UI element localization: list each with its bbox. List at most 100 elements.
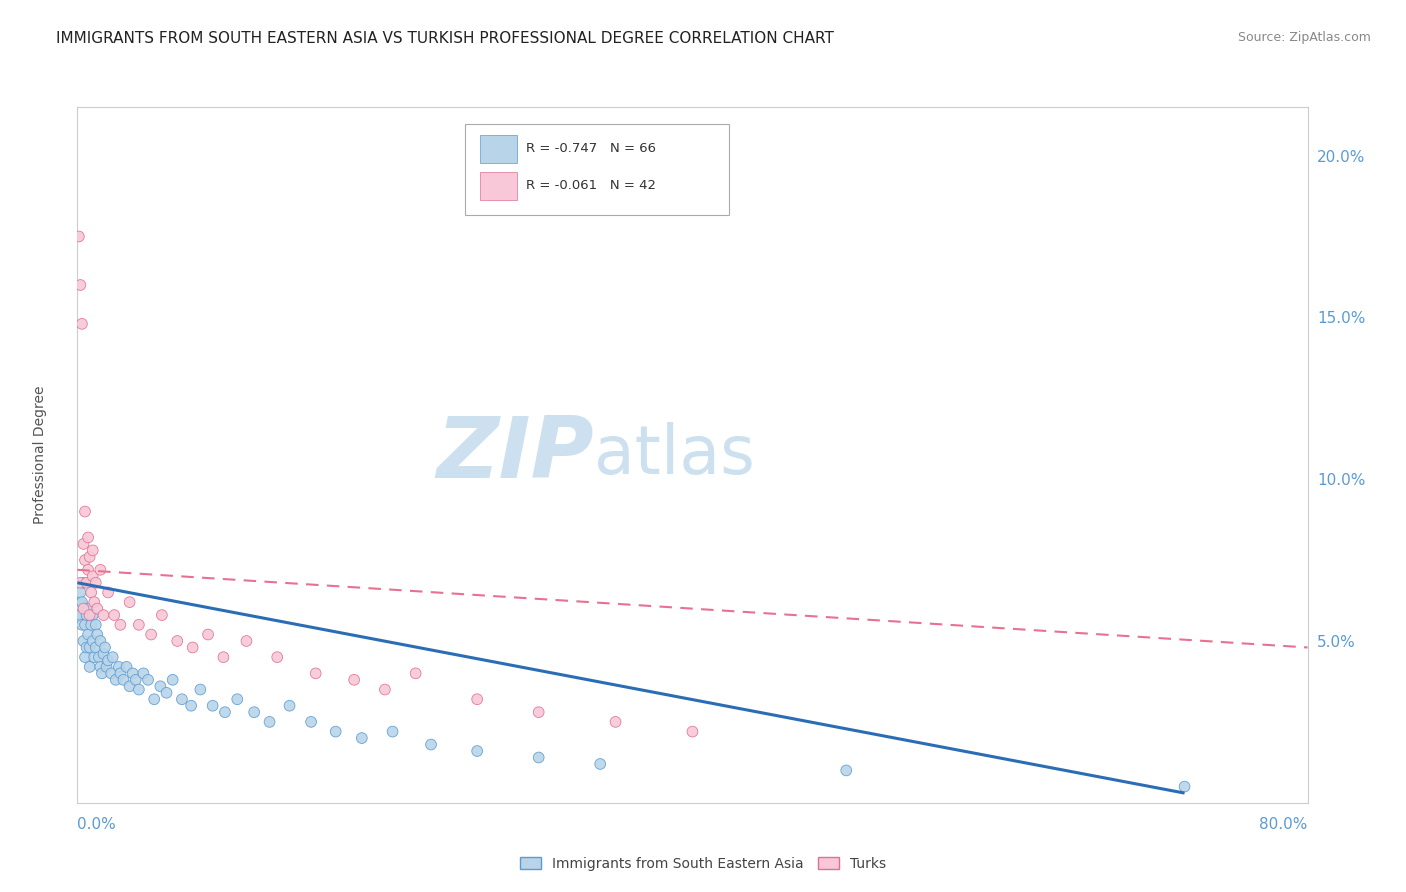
- Point: [96, 660, 118, 674]
- Point: [72, 575, 94, 590]
- Point: [243, 705, 266, 719]
- Point: [100, 666, 122, 681]
- Point: [84, 617, 107, 632]
- Point: [110, 666, 132, 681]
- Point: [128, 617, 150, 632]
- Point: [86, 627, 108, 641]
- Point: [166, 634, 188, 648]
- Point: [180, 698, 202, 713]
- Point: [110, 617, 132, 632]
- Bar: [479, 135, 516, 162]
- Point: [89, 660, 111, 674]
- Point: [420, 738, 443, 752]
- Point: [101, 650, 124, 665]
- Point: [77, 601, 100, 615]
- Point: [86, 601, 108, 615]
- Point: [465, 744, 488, 758]
- Point: [121, 666, 143, 681]
- Point: [259, 714, 281, 729]
- Point: [72, 634, 94, 648]
- Text: R = -0.061   N = 42: R = -0.061 N = 42: [526, 179, 657, 192]
- Point: [214, 705, 236, 719]
- Point: [374, 682, 396, 697]
- Point: [76, 575, 98, 590]
- Point: [305, 666, 328, 681]
- Point: [266, 650, 288, 665]
- Point: [143, 692, 166, 706]
- Point: [141, 627, 163, 641]
- Point: [527, 705, 550, 719]
- Point: [181, 640, 204, 655]
- Point: [381, 724, 404, 739]
- Point: [89, 563, 111, 577]
- Point: [325, 724, 347, 739]
- Point: [118, 595, 141, 609]
- Text: Professional Degree: Professional Degree: [32, 385, 46, 524]
- Point: [89, 634, 111, 648]
- Point: [73, 504, 96, 518]
- Point: [69, 575, 91, 590]
- Point: [155, 686, 177, 700]
- Point: [162, 673, 184, 687]
- Point: [77, 627, 100, 641]
- Point: [112, 673, 135, 687]
- Point: [212, 650, 235, 665]
- Point: [82, 634, 104, 648]
- Point: [278, 698, 301, 713]
- Point: [79, 549, 101, 564]
- Point: [82, 569, 104, 583]
- Point: [73, 553, 96, 567]
- Point: [235, 634, 257, 648]
- Point: [527, 750, 550, 764]
- Point: [201, 698, 224, 713]
- Point: [115, 660, 138, 674]
- Point: [118, 679, 141, 693]
- Point: [103, 608, 125, 623]
- Point: [136, 673, 159, 687]
- Point: [72, 537, 94, 551]
- Text: Source: ZipAtlas.com: Source: ZipAtlas.com: [1237, 31, 1371, 45]
- Point: [299, 714, 322, 729]
- Point: [80, 585, 103, 599]
- Point: [97, 653, 120, 667]
- Point: [73, 617, 96, 632]
- Bar: [479, 172, 516, 200]
- Point: [73, 650, 96, 665]
- Point: [82, 543, 104, 558]
- Text: R = -0.747   N = 66: R = -0.747 N = 66: [526, 143, 657, 155]
- Point: [84, 575, 107, 590]
- Point: [70, 617, 93, 632]
- Point: [465, 692, 488, 706]
- Point: [343, 673, 366, 687]
- FancyBboxPatch shape: [465, 124, 730, 215]
- Point: [84, 640, 107, 655]
- Point: [1174, 780, 1197, 794]
- Point: [76, 640, 98, 655]
- Text: 0.0%: 0.0%: [77, 817, 117, 831]
- Point: [90, 666, 114, 681]
- Point: [94, 640, 117, 655]
- Point: [125, 673, 148, 687]
- Point: [108, 660, 131, 674]
- Point: [589, 756, 612, 771]
- Point: [67, 601, 90, 615]
- Point: [405, 666, 427, 681]
- Point: [350, 731, 373, 745]
- Text: atlas: atlas: [595, 422, 755, 488]
- Point: [69, 278, 91, 293]
- Point: [70, 595, 93, 609]
- Point: [79, 608, 101, 623]
- Point: [67, 229, 90, 244]
- Point: [149, 679, 172, 693]
- Point: [69, 585, 91, 599]
- Point: [76, 608, 98, 623]
- Point: [83, 650, 105, 665]
- Point: [188, 682, 212, 697]
- Point: [226, 692, 249, 706]
- Point: [128, 682, 150, 697]
- Point: [87, 650, 110, 665]
- Point: [132, 666, 155, 681]
- Point: [79, 660, 101, 674]
- Text: 80.0%: 80.0%: [1260, 817, 1308, 831]
- Text: ZIP: ZIP: [436, 413, 595, 497]
